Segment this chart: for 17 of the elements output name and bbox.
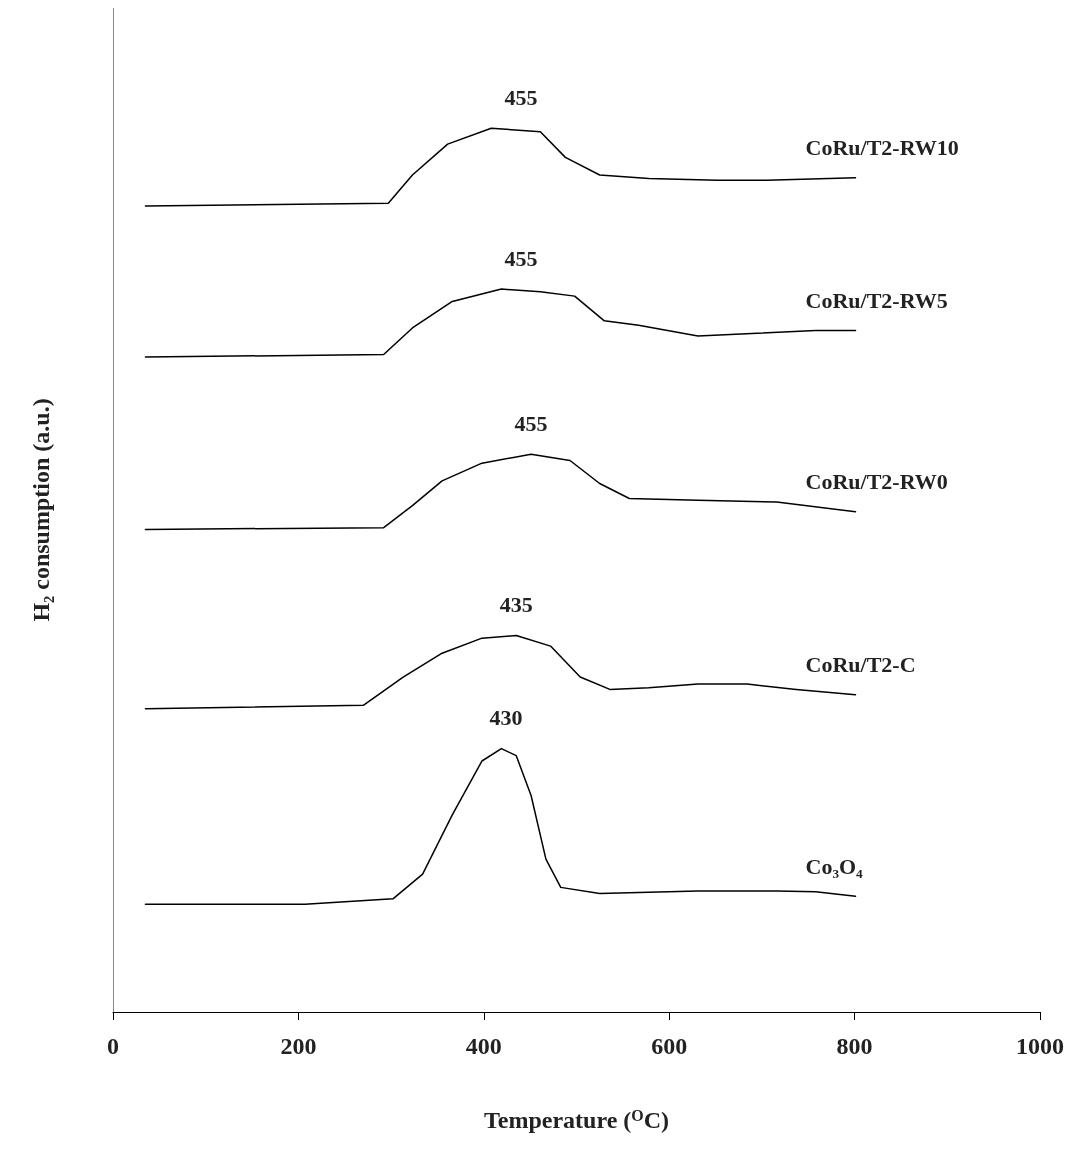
annotation: 435 — [499, 592, 533, 617]
annotation: 455 — [514, 410, 548, 436]
annotation: 455 — [504, 84, 538, 110]
annotation: 455 — [504, 245, 538, 271]
x-tick-label: 800 — [836, 1033, 873, 1059]
series-label: Co₃O₄ — [805, 853, 864, 879]
y-axis-title: H₂ consumption (a.u.) — [28, 398, 54, 622]
x-tick-label: 1000 — [1016, 1033, 1064, 1059]
x-tick-label: 600 — [651, 1033, 688, 1059]
series-label: CoRu/T2-RW5 — [805, 288, 948, 314]
series-label: CoRu/T2-RW10 — [805, 135, 959, 161]
x-tick-label: 400 — [465, 1033, 502, 1059]
annotation: 430 — [489, 705, 523, 731]
series-label: CoRu/T2-C — [805, 652, 916, 678]
series-label: CoRu/T2-RW0 — [805, 469, 948, 495]
x-tick-label: 0 — [107, 1033, 119, 1059]
x-tick-label: 200 — [280, 1033, 317, 1059]
